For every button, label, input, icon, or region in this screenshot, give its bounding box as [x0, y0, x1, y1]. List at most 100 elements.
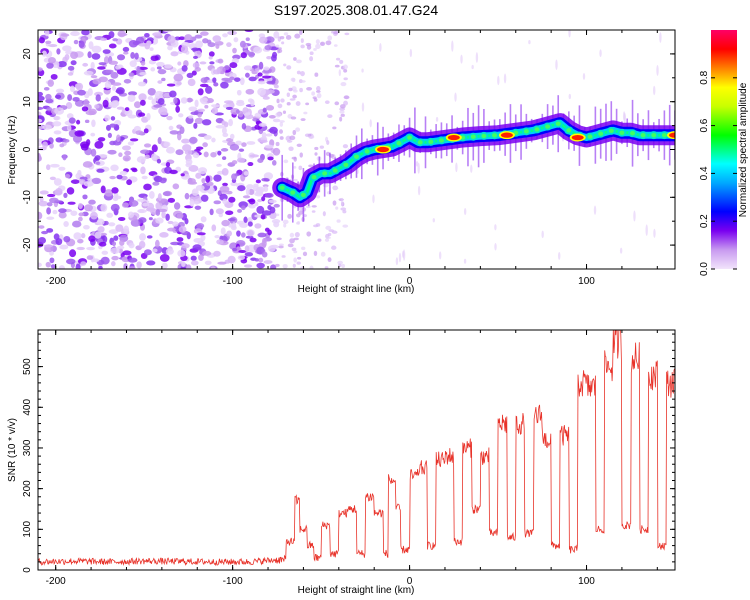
heatmap-ridge-core [311, 175, 317, 180]
heatmap-noise-cell [247, 162, 254, 167]
heatmap-noise-cell [90, 61, 95, 70]
heatmap-noise-cell [111, 255, 119, 261]
heatmap-noise-cell [196, 232, 206, 236]
heatmap-noise-cell [216, 163, 222, 167]
heatmap-noise-cell [103, 220, 109, 226]
heatmap-noise-cell [238, 249, 247, 253]
heatmap-noise-cell [108, 222, 116, 227]
heatmap-noise-cell [653, 85, 656, 96]
heatmap-noise-cell [340, 82, 347, 87]
heatmap-noise-cell [117, 216, 126, 221]
heatmap-noise-cell [343, 77, 348, 81]
heatmap-noise-cell [173, 73, 184, 82]
heatmap-ridge-core [343, 162, 349, 167]
heatmap-noise-cell [314, 152, 318, 156]
heatmap-y-label: Frequency (Hz) [7, 116, 18, 185]
heatmap-noise-cell [265, 133, 273, 137]
heatmap-noise-cell [163, 92, 171, 98]
heatmap-noise-cell [248, 188, 255, 195]
heatmap-noise-cell [281, 255, 286, 258]
heatmap-hotspot [500, 132, 513, 138]
snr-frame [37, 329, 676, 571]
snr-y-tick-label: 300 [22, 439, 33, 456]
heatmap-noise-cell [59, 143, 65, 148]
heatmap-noise-cell [401, 250, 405, 258]
heatmap-noise-cell [475, 52, 479, 63]
heatmap-noise-cell [69, 249, 77, 258]
heatmap-noise-cell [229, 62, 238, 69]
heatmap-ridge-core [417, 140, 423, 145]
heatmap-noise-cell [38, 111, 42, 117]
heatmap-noise-cell [235, 101, 245, 107]
heatmap-noise-cell [70, 51, 79, 59]
heatmap-noise-cell [199, 61, 207, 65]
heatmap-noise-cell [264, 89, 275, 94]
heatmap-noise-cell [217, 58, 224, 64]
heatmap-noise-cell [593, 205, 597, 215]
heatmap-noise-cell [111, 241, 117, 247]
snr-y-tick-label: 400 [22, 399, 33, 416]
heatmap-noise-cell [167, 220, 174, 225]
heatmap-noise-cell [276, 237, 282, 241]
heatmap-noise-cell [138, 240, 146, 249]
heatmap-noise-cell [82, 62, 89, 67]
heatmap-noise-cell [58, 166, 66, 171]
heatmap-noise-cell [96, 218, 105, 226]
heatmap-noise-cell [256, 262, 265, 269]
heatmap-noise-cell [239, 77, 245, 86]
heatmap-noise-cell [299, 87, 303, 93]
heatmap-noise-cell [116, 245, 125, 250]
heatmap-noise-cell [70, 60, 77, 66]
heatmap-noise-cell [173, 97, 178, 104]
heatmap-noise-cell [155, 201, 163, 210]
heatmap-noise-cell [194, 205, 202, 210]
heatmap-noise-cell [77, 89, 86, 96]
snr-y-tick-label: 100 [22, 521, 33, 538]
heatmap-noise-cell [49, 197, 59, 204]
heatmap-noise-cell [300, 118, 306, 121]
heatmap-hotspot [669, 132, 675, 138]
heatmap-noise-cell [96, 168, 105, 173]
heatmap-noise-cell [157, 137, 162, 145]
heatmap-noise-cell [282, 264, 288, 269]
heatmap-noise-cell [41, 50, 47, 57]
heatmap-noise-cell [253, 46, 263, 54]
heatmap-noise-cell [159, 253, 170, 262]
heatmap-noise-cell [165, 213, 170, 221]
heatmap-noise-cell [94, 104, 100, 109]
heatmap-noise-cell [107, 132, 112, 139]
heatmap-noise-cell [128, 39, 138, 48]
heatmap-noise-cell [65, 102, 73, 110]
heatmap-noise-cell [263, 172, 274, 180]
heatmap-noise-cell [127, 211, 135, 218]
heatmap-noise-cell [78, 212, 85, 217]
heatmap-noise-cell [243, 171, 249, 176]
heatmap-noise-cell [185, 264, 192, 269]
heatmap-noise-cell [165, 161, 171, 168]
heatmap-noise-cell [222, 132, 229, 138]
colorbar-tick-label: 0.4 [699, 166, 710, 180]
heatmap-noise-cell [141, 175, 148, 180]
heatmap-noise-cell [343, 100, 348, 106]
heatmap-noise-cell [324, 266, 329, 269]
heatmap-noise-cell [147, 96, 154, 101]
heatmap-noise-cell [177, 249, 186, 258]
heatmap-noise-cell [181, 261, 186, 268]
heatmap-noise-cell [279, 129, 283, 134]
heatmap-noise-cell [62, 45, 72, 52]
heatmap-noise-cell [211, 137, 216, 143]
heatmap-noise-cell [471, 64, 474, 70]
heatmap-noise-cell [166, 115, 173, 121]
heatmap-noise-cell [322, 183, 329, 188]
heatmap-noise-cell [104, 114, 111, 122]
heatmap-noise-cell [257, 72, 263, 77]
heatmap-noise-cell [80, 261, 87, 266]
heatmap-ridge-core [523, 129, 529, 134]
heatmap-noise-cell [225, 210, 234, 216]
heatmap-noise-cell [187, 78, 196, 87]
heatmap-ridge-core [332, 168, 338, 173]
heatmap-noise-cell [344, 32, 350, 36]
heatmap-noise-cell [231, 222, 237, 229]
heatmap-noise-cell [311, 210, 316, 213]
heatmap-noise-cell [91, 53, 101, 60]
